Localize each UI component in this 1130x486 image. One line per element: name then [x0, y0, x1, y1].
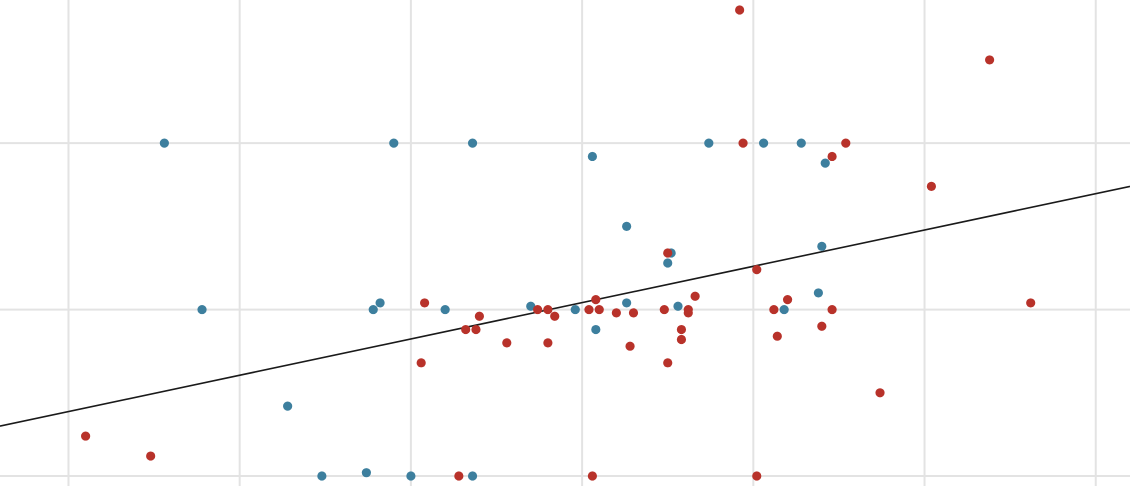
data-point-s1-3	[841, 138, 851, 148]
data-point-s0-18	[440, 304, 450, 315]
data-point-s0-7	[820, 158, 830, 168]
data-point-s1-38	[81, 431, 91, 441]
data-point-s1-0	[735, 5, 745, 15]
data-point-s0-24	[317, 471, 327, 481]
data-point-s0-13	[673, 301, 683, 311]
data-point-s0-21	[197, 304, 207, 315]
data-point-s1-13	[769, 304, 779, 315]
data-point-s1-21	[683, 308, 693, 318]
data-point-s1-35	[416, 358, 426, 368]
data-point-s1-14	[827, 304, 837, 315]
data-point-s0-12	[813, 288, 823, 298]
data-point-s0-11	[817, 241, 827, 251]
data-point-s1-31	[676, 324, 687, 335]
data-point-s0-27	[467, 471, 478, 481]
data-point-s0-15	[622, 298, 632, 308]
data-point-s1-17	[584, 304, 594, 315]
data-point-s1-28	[502, 338, 512, 348]
data-point-s1-41	[587, 471, 597, 481]
data-point-s0-2	[467, 138, 478, 148]
data-point-s0-0	[159, 138, 169, 148]
points-layer	[81, 5, 1036, 481]
data-point-s1-40	[454, 471, 464, 481]
data-point-s1-32	[676, 334, 687, 345]
data-point-s0-26	[406, 471, 416, 481]
data-point-s0-6	[796, 138, 806, 148]
data-point-s1-26	[461, 324, 471, 335]
data-point-s1-15	[533, 304, 543, 315]
data-point-s0-23	[283, 401, 293, 411]
data-point-s1-18	[594, 304, 604, 315]
data-point-s0-5	[759, 138, 769, 148]
data-point-s1-5	[926, 181, 936, 192]
data-point-s1-23	[611, 308, 621, 318]
data-point-s1-34	[772, 331, 782, 341]
data-point-s0-25	[361, 468, 371, 478]
trendline	[0, 185, 1130, 427]
data-point-s0-8	[622, 221, 632, 231]
data-point-s1-4	[827, 151, 837, 162]
data-point-s1-9	[420, 298, 430, 308]
data-point-s1-33	[625, 341, 635, 351]
data-point-s1-6	[663, 248, 673, 258]
data-point-s1-1	[985, 55, 995, 65]
data-point-s1-2	[738, 138, 748, 148]
data-point-s1-36	[663, 358, 673, 368]
data-point-s0-1	[389, 138, 399, 148]
data-point-s0-4	[704, 138, 714, 148]
data-point-s0-17	[570, 304, 580, 315]
data-point-s0-3	[587, 151, 597, 162]
data-point-s1-27	[471, 324, 481, 335]
data-point-s1-12	[782, 294, 793, 305]
data-point-s1-42	[752, 471, 762, 481]
data-point-s1-7	[752, 265, 762, 275]
data-point-s0-22	[591, 324, 601, 335]
data-point-s1-8	[1026, 298, 1036, 308]
data-point-s1-11	[690, 291, 700, 301]
data-point-s1-25	[474, 311, 484, 321]
data-point-s1-22	[628, 308, 639, 318]
data-point-s1-29	[543, 338, 553, 348]
trendline-layer	[0, 185, 1130, 427]
data-point-s1-30	[817, 321, 827, 331]
data-point-s1-16	[543, 304, 553, 315]
data-point-s1-24	[550, 311, 560, 321]
data-point-s0-16	[526, 301, 536, 311]
data-point-s1-19	[659, 304, 669, 315]
data-point-s1-39	[146, 451, 156, 461]
data-point-s1-37	[875, 388, 885, 398]
data-point-s0-10	[663, 258, 673, 268]
data-point-s0-14	[779, 304, 789, 315]
data-point-s0-20	[375, 298, 385, 308]
data-point-s1-10	[591, 294, 601, 305]
data-point-s0-19	[368, 304, 378, 315]
